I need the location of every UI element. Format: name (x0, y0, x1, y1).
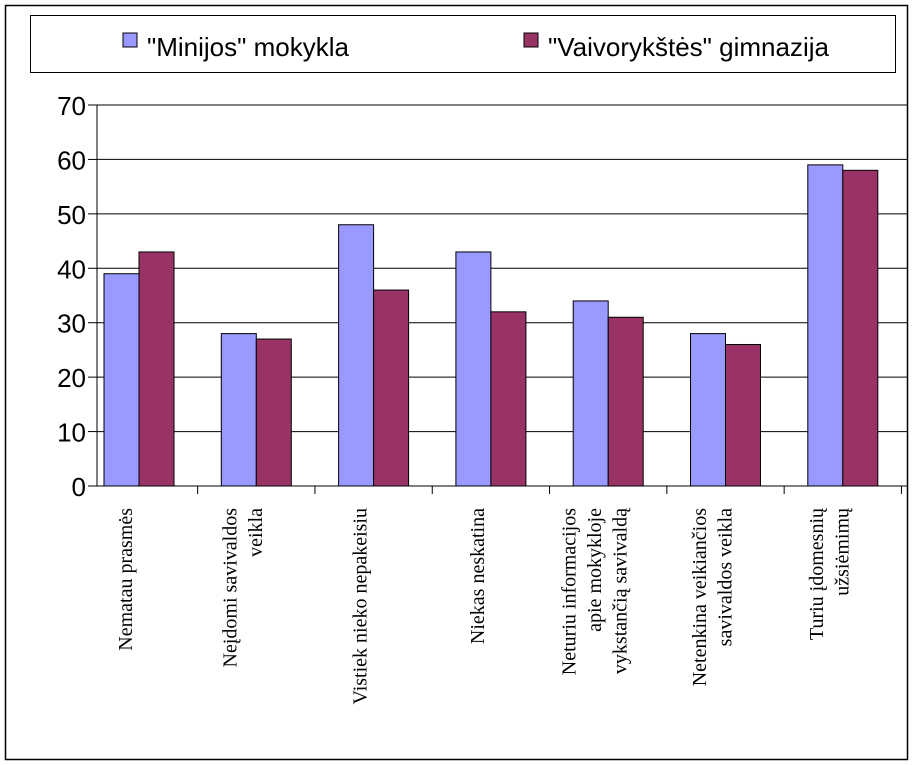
x-tick-label: Netenkina veikiančios (689, 508, 711, 686)
bar (807, 164, 844, 487)
x-tick-label: Vistiek nieko nepakeisiu (350, 508, 372, 705)
y-tick-label: 30 (57, 309, 86, 339)
bar (220, 333, 257, 487)
bar (607, 316, 644, 487)
x-tick-label: savivaldos veikla (714, 508, 736, 646)
x-tick-label: vykstančią savivaldą (610, 507, 632, 674)
bar (725, 343, 761, 487)
legend-swatch (523, 32, 539, 48)
bar (455, 251, 492, 487)
x-tick-label: Nematau prasmės (115, 508, 137, 651)
bar (572, 300, 609, 487)
bar (373, 289, 410, 487)
legend-label: "Minijos" mokykla (147, 32, 349, 62)
y-tick-label: 60 (57, 145, 86, 175)
y-tick-label: 20 (57, 363, 86, 393)
x-tick-label: Neįdomi savivaldos (220, 508, 242, 668)
x-tick-label: Niekas neskatina (467, 508, 489, 644)
y-tick-label: 70 (57, 91, 86, 121)
x-tick-label: apie mokykloje (584, 508, 606, 632)
legend-box (30, 15, 896, 73)
bar (103, 273, 140, 487)
x-tick-label: užsiėmimų (832, 507, 854, 596)
bar (338, 224, 375, 487)
bar (138, 251, 175, 487)
x-tick-label: Neturiu informacijos (559, 508, 581, 675)
bar (842, 169, 879, 487)
bar (690, 333, 726, 487)
legend-label: "Vaivorykštės" gimnazija (548, 32, 830, 62)
bar (255, 338, 292, 487)
bar (490, 311, 527, 487)
legend-swatch (122, 32, 138, 48)
y-tick-label: 10 (57, 418, 86, 448)
x-tick-label: Turiu įdomesnių (806, 507, 828, 640)
y-tick-label: 0 (72, 472, 86, 502)
y-tick-label: 50 (57, 200, 86, 230)
x-tick-label: veikla (245, 508, 267, 557)
y-tick-label: 40 (57, 254, 86, 284)
